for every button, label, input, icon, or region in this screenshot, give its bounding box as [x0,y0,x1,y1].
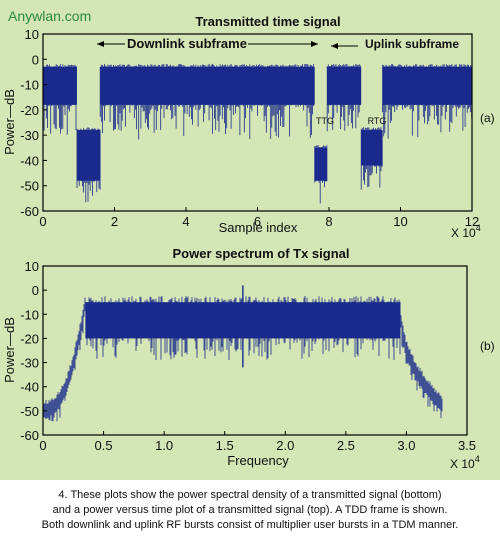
chart-a-xlabel: Sample index [219,220,298,235]
chart-a-segment [100,66,315,105]
caption-line-1: 4. These plots show the power spectral d… [58,489,442,501]
chart-b-signal [42,285,443,427]
chart-a-ytick-label: -40 [20,153,39,168]
chart-b-ytick-label: -20 [20,331,39,346]
chart-b-xtick-label: 2.0 [276,438,294,453]
chart-a-segment-noise [76,127,101,203]
chart-b-ytick-label: 10 [25,259,39,274]
chart-a-segment-noise [382,64,473,139]
chart-a-xtick-label: 6 [254,214,261,229]
chart-b-xlabel: Frequency [227,453,289,468]
chart-a-ytick-label: -20 [20,103,39,118]
chart-a-xtick-label: 10 [393,214,407,229]
downlink-annotation: Downlink subframe [97,36,318,51]
chart-b-ytick-label: -50 [20,404,39,419]
chart-a-ytick-label: -50 [20,179,39,194]
chart-b-ylabel: Power—dB [2,317,17,383]
chart-b-frame [42,265,468,436]
caption-line-2: and a power versus time plot of a transm… [52,504,448,516]
chart-power-spectrum: Power spectrum of Tx signal 10 0 -10 -20 -30… [2,246,495,471]
chart-a-ylabel: Power—dB [2,89,17,155]
rtg-label: RTG [368,116,387,126]
chart-b-ytick-label: 0 [32,283,39,298]
chart-b-xtick-label: 1.0 [155,438,173,453]
ttg-label: TTG [316,116,334,126]
uplink-label: Uplink subframe [365,37,459,51]
chart-b-ytick-label: -10 [20,307,39,322]
chart-b-xtick-label: 2.5 [337,438,355,453]
chart-b-xtick-label: 3.5 [458,438,476,453]
chart-a-ytick-label: -60 [20,204,39,219]
chart-a-xtick-label: 8 [325,214,332,229]
chart-a-x-multiplier: X 104 [451,223,481,240]
chart-a-segment-noise [99,63,314,140]
uplink-annotation: Uplink subframe [331,37,459,51]
chart-a-x-ticks: 0 2 4 6 8 10 12 [39,207,479,229]
chart-b-xtick-label: 0.5 [95,438,113,453]
chart-a-frame [42,33,473,212]
watermark: Anywlan.com [8,8,92,24]
chart-a-segment-noise [326,64,361,132]
chart-a-xtick-label: 4 [182,214,189,229]
chart-a-ytick-label: 0 [32,52,39,67]
chart-b-title: Power spectrum of Tx signal [173,246,350,261]
chart-b-ytick-label: -30 [20,356,39,371]
downlink-label: Downlink subframe [127,36,247,51]
figure-svg: Transmitted time signal 10 0 -10 -20 -30 -40 -… [2,14,495,471]
chart-b-ytick-label: -60 [20,428,39,443]
chart-a-ytick-label: -30 [20,128,39,143]
chart-a-signal [42,63,473,204]
chart-a-segment-noise [314,145,328,204]
chart-a-ytick-label: 10 [25,27,39,42]
figure-caption: 4. These plots show the power spectral d… [0,480,500,549]
chart-b-x-multiplier: X 104 [450,454,480,471]
chart-a-segment-noise [360,127,383,190]
chart-b-panel-label: (b) [480,339,495,353]
chart-b-y-ticks: 10 0 -10 -20 -30 -40 -50 -60 [20,259,47,443]
chart-b-xtick-label: 1.5 [216,438,234,453]
chart-b-ytick-label: -40 [20,380,39,395]
chart-a-xtick-label: 0 [39,214,46,229]
caption-line-3: Both downlink and uplink RF bursts consi… [41,519,459,531]
chart-a-xtick-label: 2 [111,214,118,229]
chart-a-title: Transmitted time signal [195,14,340,29]
chart-a-panel-label: (a) [480,111,495,125]
chart-a-xtick-label: 12 [465,214,479,229]
chart-a-y-ticks: 10 0 -10 -20 -30 -40 -50 -60 [20,27,47,219]
chart-a-ytick-label: -10 [20,78,39,93]
chart-transmitted-time-signal: Transmitted time signal 10 0 -10 -20 -30 -40 -… [2,14,495,240]
chart-b-x-ticks: 0 0.5 1.0 1.5 2.0 2.5 3.0 3.5 [39,431,476,453]
chart-b-xtick-label: 3.0 [397,438,415,453]
chart-b-xtick-label: 0 [39,438,46,453]
